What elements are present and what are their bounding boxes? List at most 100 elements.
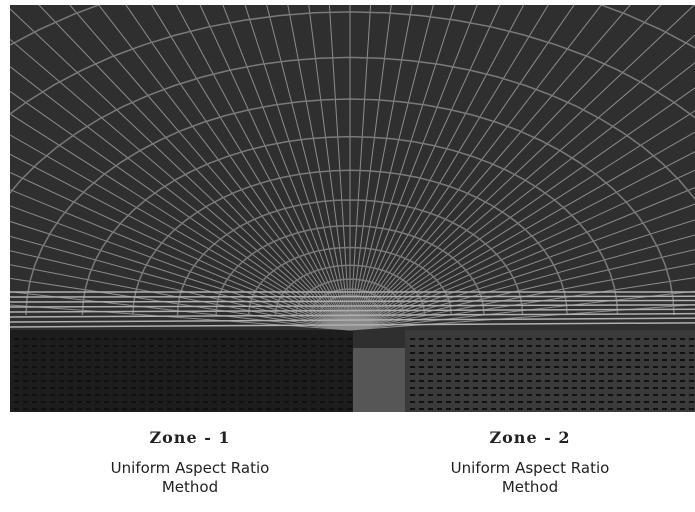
lower-cell bbox=[95, 387, 100, 389]
lower-cell bbox=[626, 394, 631, 396]
lower-cell bbox=[122, 338, 127, 340]
lower-cell bbox=[653, 380, 658, 382]
lower-cell bbox=[419, 359, 424, 361]
lower-cell bbox=[347, 345, 352, 347]
lower-cell bbox=[482, 394, 487, 396]
lower-cell bbox=[266, 380, 271, 382]
lower-cell bbox=[410, 359, 415, 361]
lower-cell bbox=[221, 380, 226, 382]
lower-cell bbox=[536, 366, 541, 368]
lower-cell bbox=[239, 366, 244, 368]
lower-cell bbox=[185, 338, 190, 340]
lower-cell bbox=[581, 338, 586, 340]
lower-cell bbox=[491, 345, 496, 347]
lower-cell bbox=[545, 359, 550, 361]
lower-cell bbox=[248, 352, 253, 354]
lower-cell bbox=[95, 352, 100, 354]
lower-cell bbox=[104, 380, 109, 382]
lower-cell bbox=[608, 394, 613, 396]
lower-cell bbox=[140, 394, 145, 396]
lower-cell bbox=[680, 345, 685, 347]
lower-cell bbox=[518, 338, 523, 340]
lower-cell bbox=[239, 338, 244, 340]
lower-cell bbox=[77, 359, 82, 361]
lower-cell bbox=[491, 366, 496, 368]
lower-cell bbox=[446, 387, 451, 389]
lower-cell bbox=[644, 359, 649, 361]
lower-cell bbox=[131, 366, 136, 368]
lower-cell bbox=[293, 401, 298, 403]
lower-cell bbox=[509, 338, 514, 340]
lower-cell bbox=[473, 359, 478, 361]
lower-cell bbox=[50, 401, 55, 403]
lower-cell bbox=[95, 408, 100, 410]
lower-cell bbox=[338, 359, 343, 361]
lower-cell bbox=[410, 373, 415, 375]
lower-cell bbox=[473, 345, 478, 347]
lower-cell bbox=[536, 352, 541, 354]
lower-cell bbox=[428, 387, 433, 389]
lower-cell bbox=[572, 380, 577, 382]
lower-cell bbox=[626, 366, 631, 368]
lower-cell bbox=[500, 338, 505, 340]
lower-cell bbox=[293, 394, 298, 396]
lower-cell bbox=[653, 338, 658, 340]
lower-cell bbox=[572, 338, 577, 340]
lower-cell bbox=[500, 380, 505, 382]
lower-cell bbox=[581, 401, 586, 403]
lower-cell bbox=[572, 373, 577, 375]
lower-cell bbox=[68, 359, 73, 361]
lower-cell bbox=[311, 338, 316, 340]
lower-cell bbox=[239, 373, 244, 375]
lower-cell bbox=[149, 338, 154, 340]
lower-cell bbox=[545, 366, 550, 368]
lower-cell bbox=[671, 352, 676, 354]
lower-cell bbox=[122, 380, 127, 382]
lower-cell bbox=[50, 394, 55, 396]
lower-cell bbox=[509, 394, 514, 396]
lower-cell bbox=[257, 338, 262, 340]
lower-cell bbox=[86, 380, 91, 382]
lower-cell bbox=[662, 394, 667, 396]
lower-cell bbox=[149, 366, 154, 368]
lower-cell bbox=[671, 345, 676, 347]
lower-cell bbox=[302, 394, 307, 396]
lower-cell bbox=[626, 338, 631, 340]
lower-cell bbox=[563, 387, 568, 389]
lower-cell bbox=[203, 380, 208, 382]
lower-cell bbox=[68, 345, 73, 347]
lower-cell bbox=[284, 366, 289, 368]
lower-cell bbox=[347, 366, 352, 368]
lower-cell bbox=[23, 401, 28, 403]
lower-cell bbox=[113, 352, 118, 354]
lower-cell bbox=[50, 352, 55, 354]
lower-cell bbox=[230, 359, 235, 361]
lower-cell bbox=[77, 352, 82, 354]
lower-cell bbox=[554, 387, 559, 389]
lower-cell bbox=[590, 359, 595, 361]
lower-cell bbox=[689, 359, 694, 361]
lower-cell bbox=[662, 401, 667, 403]
lower-cell bbox=[599, 373, 604, 375]
lower-cell bbox=[680, 387, 685, 389]
lower-cell bbox=[464, 366, 469, 368]
lower-cell bbox=[554, 338, 559, 340]
lower-cell bbox=[518, 373, 523, 375]
lower-cell bbox=[428, 401, 433, 403]
lower-cell bbox=[410, 380, 415, 382]
lower-cell bbox=[689, 394, 694, 396]
lower-cell bbox=[500, 345, 505, 347]
lower-cell bbox=[464, 387, 469, 389]
lower-cell bbox=[131, 394, 136, 396]
lower-cell bbox=[203, 408, 208, 410]
lower-cell bbox=[239, 352, 244, 354]
lower-cell bbox=[617, 401, 622, 403]
lower-cell bbox=[50, 338, 55, 340]
lower-cell bbox=[230, 338, 235, 340]
lower-cell bbox=[509, 359, 514, 361]
lower-cell bbox=[284, 359, 289, 361]
lower-cell bbox=[131, 352, 136, 354]
lower-cell bbox=[302, 366, 307, 368]
lower-cell bbox=[131, 380, 136, 382]
lower-cell bbox=[428, 380, 433, 382]
